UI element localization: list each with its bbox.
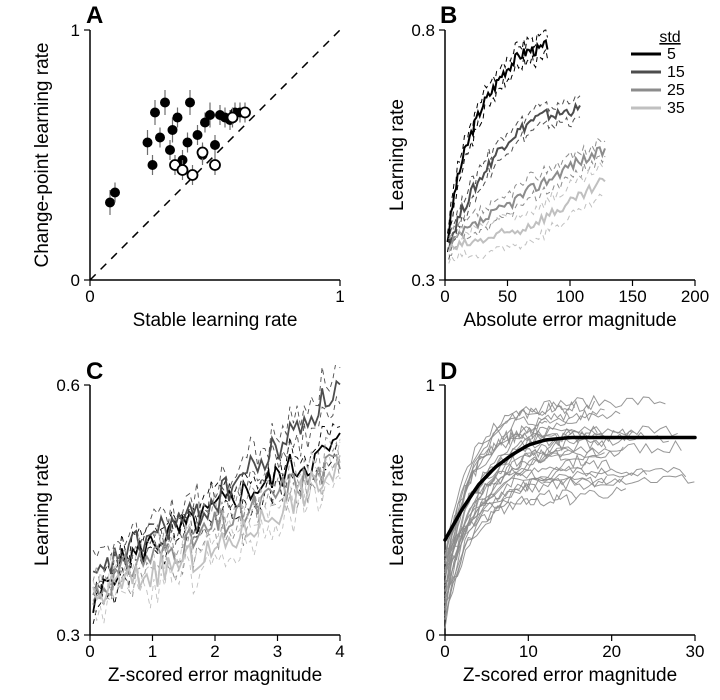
panel-a: 0 1 0 1 Stable learning rate Change-point lea… (20, 10, 360, 340)
svg-text:35: 35 (667, 100, 685, 117)
svg-text:15: 15 (667, 64, 685, 81)
svg-text:100: 100 (556, 287, 584, 306)
svg-text:std: std (659, 29, 680, 46)
svg-text:0.6: 0.6 (56, 376, 80, 395)
svg-text:30: 30 (686, 642, 705, 661)
svg-text:50: 50 (498, 287, 517, 306)
svg-text:0: 0 (85, 642, 94, 661)
svg-text:0.8: 0.8 (411, 21, 435, 40)
svg-text:2: 2 (210, 642, 219, 661)
svg-text:200: 200 (681, 287, 709, 306)
svg-text:1: 1 (71, 21, 80, 40)
svg-text:3: 3 (273, 642, 282, 661)
svg-text:20: 20 (602, 642, 621, 661)
svg-text:5: 5 (667, 46, 676, 63)
svg-text:0: 0 (440, 287, 449, 306)
svg-text:Z-scored error magnitude: Z-scored error magnitude (108, 665, 322, 686)
svg-text:0: 0 (85, 287, 94, 306)
svg-text:0.3: 0.3 (56, 626, 80, 645)
panel-d: 0 10 20 30 0 1 Z-scored error magnitude Learnin… (375, 365, 715, 695)
svg-text:Z-scored error magnitude: Z-scored error magnitude (463, 665, 677, 686)
panel-b: 0 50 100 150 200 0.3 0.8 Absolute error magnitu… (375, 10, 715, 340)
svg-text:10: 10 (519, 642, 538, 661)
svg-text:Absolute error magnitude: Absolute error magnitude (463, 310, 676, 331)
panel-c: 0 1 2 3 4 0.3 0.6 Z-scored error magnitude Learn… (20, 365, 360, 695)
svg-text:Change-point learning rate: Change-point learning rate (32, 43, 53, 268)
svg-text:Stable learning rate: Stable learning rate (133, 310, 298, 331)
svg-text:0: 0 (71, 271, 80, 290)
svg-text:Learning rate: Learning rate (387, 99, 408, 211)
svg-text:150: 150 (618, 287, 646, 306)
svg-text:4: 4 (335, 642, 344, 661)
svg-text:Learning rate: Learning rate (387, 454, 408, 566)
svg-text:1: 1 (335, 287, 344, 306)
svg-text:1: 1 (148, 642, 157, 661)
svg-text:1: 1 (426, 376, 435, 395)
figure-container: A 0101Stable learning rateChange-point l… (0, 0, 720, 700)
svg-text:0.3: 0.3 (411, 271, 435, 290)
svg-text:25: 25 (667, 82, 685, 99)
svg-text:Learning rate: Learning rate (32, 454, 53, 566)
svg-text:0: 0 (426, 626, 435, 645)
svg-text:0: 0 (440, 642, 449, 661)
